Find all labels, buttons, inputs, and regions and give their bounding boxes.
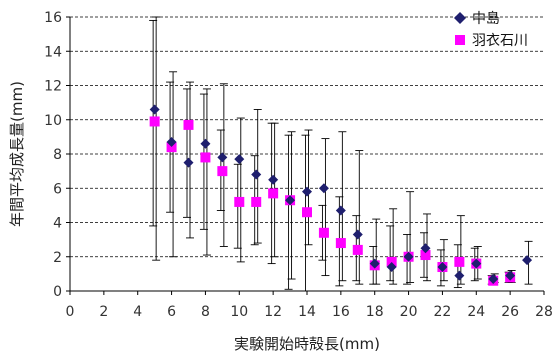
legend-marker-nakajima [454,12,466,24]
x-tick-label-4: 8 [201,304,210,320]
marker-s0-9 [302,186,312,197]
marker-s1-11 [335,238,346,249]
marker-s0-1 [166,137,177,148]
x-tick-labels: 0 2 4 6 8 10 12 14 16 18 20 22 24 26 28 [66,304,553,320]
x-tick-label-5: 10 [230,304,248,320]
x-tick-label-2: 4 [133,304,142,320]
legend: 中島 羽衣石川 [454,11,528,49]
x-tick-label-0: 0 [66,304,75,320]
y-tick-label-3: 6 [53,181,62,197]
y-tick-label-0: 0 [53,284,62,300]
marker-s1-3 [200,152,211,163]
y-tick-label-4: 8 [53,147,62,163]
legend-marker-ueshigawa [455,35,465,45]
y-tick-label-1: 2 [53,250,62,266]
x-axis-title: 実験開始時殻長(mm) [234,335,380,353]
marker-s1-7 [268,188,279,199]
x-tick-label-9: 18 [366,304,384,320]
marker-s1-6 [251,196,262,207]
marker-s0-0 [149,104,160,115]
marker-s1-18 [454,256,465,267]
x-tick-label-11: 22 [434,304,452,320]
x-tick-label-6: 12 [264,304,282,320]
marker-s0-17 [437,262,448,273]
marker-s0-4 [217,152,228,163]
marker-s0-10 [318,183,329,194]
y-tick-label-2: 4 [53,216,62,232]
x-tick-label-14: 28 [535,304,553,320]
legend-label-nakajima: 中島 [472,11,500,27]
marker-s0-21 [505,270,516,281]
x-tick-label-8: 16 [332,304,350,320]
data-markers [149,104,533,286]
y-tick-label-6: 12 [44,79,62,95]
legend-label-ueshigawa: 羽衣石川 [472,33,528,49]
y-tick-label-7: 14 [44,44,62,60]
marker-s0-2 [183,157,194,168]
marker-s0-11 [335,205,346,216]
x-tick-label-13: 26 [501,304,519,320]
marker-s1-1 [166,142,177,153]
marker-s1-16 [420,250,431,261]
marker-s1-5 [234,196,245,207]
x-tick-label-3: 6 [167,304,176,320]
marker-s1-14 [386,256,397,267]
marker-s0-5 [234,154,245,165]
marker-s0-22 [522,255,533,266]
marker-s0-12 [352,229,363,240]
marker-s1-4 [217,166,228,177]
marker-s0-18 [454,270,465,281]
marker-s0-3 [200,138,211,149]
y-tick-labels: 0 2 4 6 8 10 12 14 16 [44,10,62,300]
marker-s1-2 [183,119,194,130]
x-tick-label-10: 20 [400,304,418,320]
x-tick-label-12: 24 [467,304,485,320]
marker-s0-19 [471,258,482,269]
y-axis-title: 年間平均成長量(mm) [8,81,26,227]
marker-s0-13 [369,258,380,269]
y-tick-label-5: 10 [44,113,62,129]
x-tick-label-1: 2 [99,304,108,320]
marker-s0-8 [285,195,296,206]
marker-s1-0 [149,116,160,127]
marker-s0-7 [268,174,279,185]
y-tick-label-8: 16 [44,10,62,26]
marker-s0-6 [251,169,262,180]
marker-s1-9 [302,207,312,218]
marker-s1-10 [318,227,329,238]
marker-s0-15 [403,251,414,262]
marker-s1-12 [352,244,363,255]
marker-s0-20 [488,274,499,285]
marker-s0-14 [386,262,397,273]
marker-s0-16 [420,243,431,254]
x-tick-label-7: 14 [298,304,316,320]
